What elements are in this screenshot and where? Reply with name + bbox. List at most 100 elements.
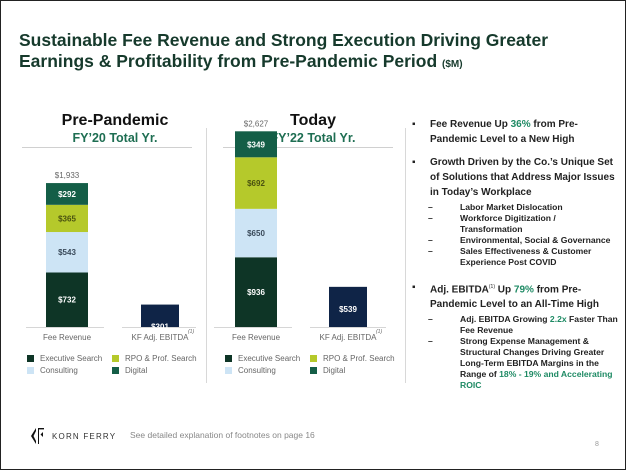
data-label: $692 [247, 179, 265, 188]
chart-today: $936 $650 $692 $349 $2,627 Fee Revenue $539 KF … [214, 119, 386, 342]
legend-label: Consulting [238, 366, 276, 375]
panel-separator [206, 128, 207, 383]
slide-title: Sustainable Fee Revenue and Strong Execu… [19, 30, 609, 75]
bar-executive-search [235, 257, 277, 327]
footnote-marker: (1) [376, 329, 382, 335]
data-label: $349 [247, 140, 265, 149]
footnote-marker: (1) [488, 284, 496, 290]
bar-consulting [235, 208, 277, 258]
panel-pre-pandemic-heading: Pre-Pandemic FY’20 Total Yr. [40, 111, 190, 146]
legend-item-consulting: Consulting [27, 366, 78, 375]
legend-item-consulting: Consulting [225, 366, 276, 375]
bullet-text: Growth Driven by the Co.’s Unique Set of… [430, 157, 615, 198]
sub-bullet: – Adj. EBITDA Growing 2.2x Faster Than Fe… [412, 314, 620, 336]
legend-label: Executive Search [238, 354, 301, 363]
legend-swatch [225, 355, 232, 362]
dash-icon: – [428, 202, 433, 212]
sub-bullet-text: Faster Than Fee Revenue [460, 314, 618, 336]
data-label: $365 [58, 214, 76, 223]
legend-swatch [225, 367, 232, 374]
legend-label: Digital [323, 366, 346, 375]
sub-bullet-text: Sales Effectiveness & Customer Experienc… [460, 246, 592, 267]
bullet-icon: ▪ [412, 119, 416, 130]
sub-bullet-text: Adj. EBITDA Growing [460, 314, 550, 325]
bar-kf-adj-ebitda [141, 304, 179, 327]
bar-rpo-prof-search [46, 204, 88, 233]
bullet-ebitda: ▪ Adj. EBITDA(1) Up 79% from Pre-Pandemi… [412, 280, 620, 312]
sub-bullet-text: Labor Market Dislocation [460, 202, 563, 212]
kf-logo-icon [31, 428, 44, 444]
footnote-marker: (1) [188, 329, 194, 335]
legend-swatch [112, 355, 119, 362]
dash-icon: – [428, 336, 433, 347]
legend-swatch [310, 367, 317, 374]
panel-heading: Pre-Pandemic [61, 112, 169, 129]
legend-item-digital: Digital [112, 366, 147, 375]
panel-heading: Today [290, 112, 336, 129]
data-label: $650 [247, 229, 265, 238]
data-label: $543 [58, 248, 76, 257]
category-label: KF Adj. EBITDA [132, 333, 190, 342]
bullet-text: from Pre-Pandemic Level to a New High [430, 119, 578, 145]
bullet-fee-revenue: ▪ Fee Revenue Up 36% from Pre-Pandemic L… [412, 117, 620, 147]
bar-digital [46, 183, 88, 205]
data-label: $301 [151, 323, 169, 332]
bullet-text: from Pre-Pandemic Level to an All-Time H… [430, 284, 599, 311]
legend-swatch [27, 367, 34, 374]
page-number: 8 [595, 441, 599, 448]
bar-kf-adj-ebitda [329, 286, 367, 327]
legend-label: Executive Search [40, 354, 103, 363]
dash-icon: – [428, 246, 433, 256]
highlight-text: 36% [510, 119, 531, 130]
bar-rpo-prof-search [235, 157, 277, 209]
category-label: Fee Revenue [232, 333, 281, 342]
bar-digital [235, 131, 277, 158]
highlight-text: 2.2x [549, 314, 567, 325]
sub-bullet: – Workforce Digitization / Transformation [412, 213, 620, 235]
category-label: Fee Revenue [43, 333, 92, 342]
legend-label: RPO & Prof. Search [323, 354, 395, 363]
dash-icon: – [428, 314, 433, 325]
title-line-2: Earnings & Profitability from Pre-Pandem… [19, 51, 438, 71]
legend-swatch [310, 355, 317, 362]
footnote-text: See detailed explanation of footnotes on… [130, 430, 315, 440]
legend-label: RPO & Prof. Search [125, 354, 197, 363]
legend-label: Digital [125, 366, 148, 375]
data-label: $539 [339, 305, 357, 314]
korn-ferry-logo: KORN FERRY [30, 427, 116, 445]
title-line-1: Sustainable Fee Revenue and Strong Execu… [19, 30, 549, 50]
logo-wordmark: KORN FERRY [52, 431, 117, 441]
legend-item-rpo: RPO & Prof. Search [310, 354, 395, 363]
sub-bullet: – Environmental, Social & Governance [412, 235, 620, 246]
bullet-growth: ▪ Growth Driven by the Co.’s Unique Set … [412, 155, 620, 200]
legend-swatch [112, 367, 119, 374]
highlight-text: 79% [513, 284, 534, 296]
sub-bullet-text: Workforce Digitization / Transformation [460, 213, 556, 234]
panel-separator [405, 128, 406, 383]
panel-today-heading: Today FY’22 Total Yr. [238, 111, 388, 146]
title-unit: ($M) [442, 59, 463, 70]
panel-subheading: FY’22 Total Yr. [270, 131, 356, 145]
bar-executive-search [46, 272, 88, 327]
legend-item-executive-search: Executive Search [27, 354, 102, 363]
data-label: $936 [247, 288, 265, 297]
bullet-text: Up [495, 284, 514, 296]
category-label: KF Adj. EBITDA [320, 333, 378, 342]
key-points: ▪ Fee Revenue Up 36% from Pre-Pandemic L… [412, 117, 620, 391]
total-label: $2,627 [244, 119, 269, 128]
legend-swatch [27, 355, 34, 362]
bullet-text: Fee Revenue Up [430, 119, 511, 130]
legend-label: Consulting [40, 366, 78, 375]
sub-bullet: – Strong Expense Management & Structural … [412, 336, 620, 391]
legend-item-rpo: RPO & Prof. Search [112, 354, 197, 363]
panel-subheading: FY’20 Total Yr. [72, 131, 158, 145]
total-label: $1,933 [55, 171, 80, 180]
data-label: $732 [58, 296, 76, 305]
sub-bullet-text: Environmental, Social & Governance [460, 235, 611, 245]
bullet-text: Adj. EBITDA [430, 284, 489, 296]
legend-item-executive-search: Executive Search [225, 354, 300, 363]
dash-icon: – [428, 213, 433, 223]
dash-icon: – [428, 235, 433, 245]
sub-bullet: – Sales Effectiveness & Customer Experien… [412, 246, 620, 268]
